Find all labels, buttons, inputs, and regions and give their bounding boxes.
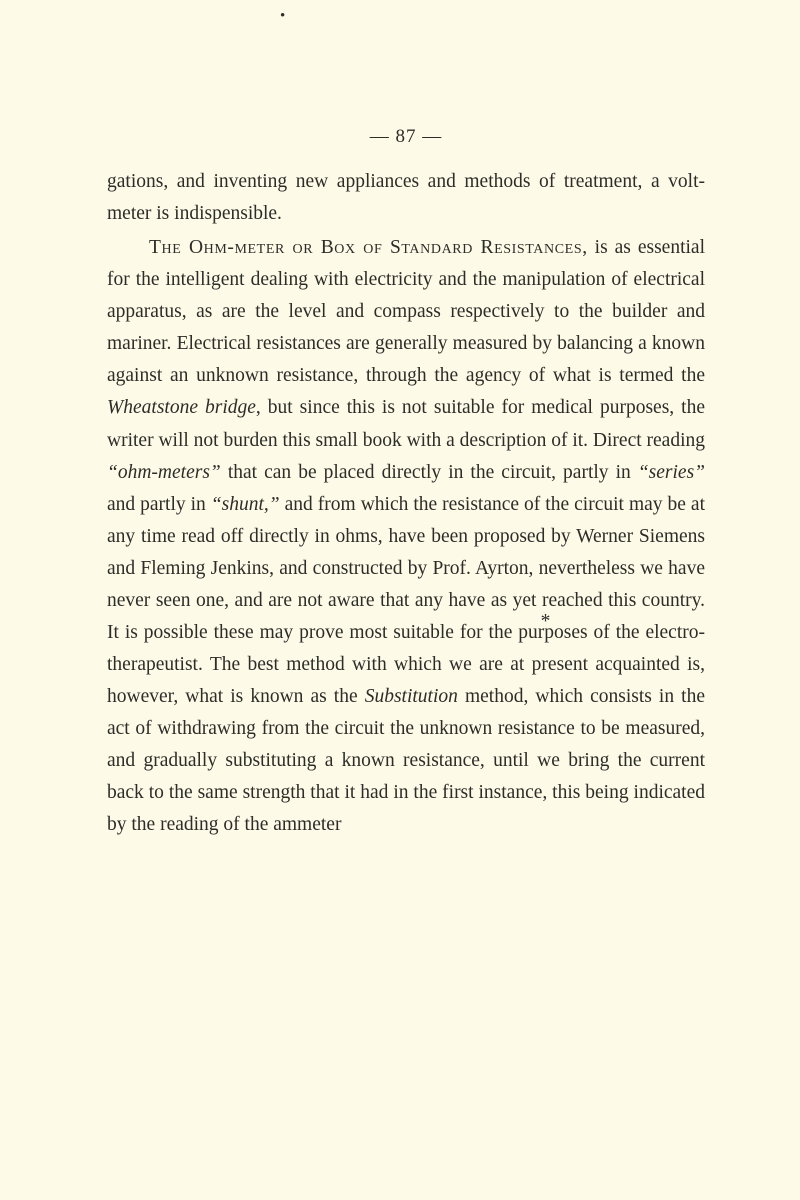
page-container: — 87 — gations, and inventing new applia…: [0, 0, 800, 1200]
body-text: gations, and inventing new appliances an…: [107, 166, 705, 841]
paragraph-1: gations, and inventing new appliances an…: [107, 166, 705, 230]
text-run: and partly in: [107, 494, 211, 515]
italic-run: “series”: [638, 462, 705, 483]
page-top-mark: •: [280, 8, 285, 25]
page-number: — 87 —: [107, 126, 705, 148]
para2-lead-smallcaps: The Ohm-meter or Box of Standard Resista…: [149, 237, 588, 258]
text-run: method, which consists in the act of wit…: [107, 686, 705, 835]
text-run: is as essential for the intelligent deal…: [107, 237, 705, 386]
italic-run: “shunt,”: [211, 494, 280, 515]
italic-run: Substitution: [365, 686, 458, 707]
text-run: that can be placed directly in the circu…: [221, 462, 638, 483]
paragraph-2: The Ohm-meter or Box of Standard Resista…: [107, 232, 705, 841]
italic-run: “ohm-meters”: [107, 462, 221, 483]
italic-run: Wheatstone bridge: [107, 397, 256, 418]
